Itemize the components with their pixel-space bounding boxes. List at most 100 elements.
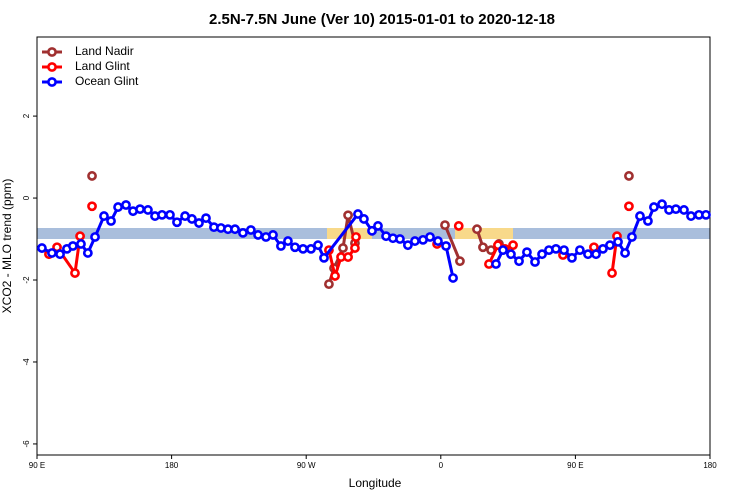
data-point	[87, 171, 97, 181]
chart-title: 2.5N-7.5N June (Ver 10) 2015-01-01 to 20…	[209, 11, 555, 28]
data-point	[657, 199, 667, 210]
data-point	[613, 237, 623, 247]
data-point	[441, 241, 451, 251]
data-point	[350, 243, 360, 253]
data-point	[75, 231, 85, 242]
data-point	[238, 227, 248, 238]
data-point	[90, 232, 100, 242]
data-point	[395, 234, 405, 244]
data-point	[76, 239, 86, 249]
y-tick-label: 2	[22, 113, 31, 118]
data-point	[514, 256, 524, 267]
data-point	[82, 248, 93, 258]
data-point	[624, 171, 634, 181]
data-point	[67, 241, 78, 251]
data-point	[283, 236, 293, 246]
data-point	[453, 221, 464, 231]
data-point	[433, 236, 443, 246]
data-point	[679, 205, 689, 215]
plot-frame	[36, 36, 711, 456]
data-point	[472, 224, 482, 235]
data-point	[343, 252, 353, 262]
data-point	[157, 209, 167, 220]
data-point	[410, 236, 420, 246]
data-point	[506, 249, 516, 260]
data-point	[201, 213, 211, 224]
data-point	[567, 252, 577, 263]
x-tick-label: 180	[165, 461, 179, 470]
data-point	[276, 241, 286, 251]
data-point	[508, 240, 518, 251]
data-point	[486, 245, 496, 255]
y-tick-label: -6	[22, 440, 31, 448]
legend-label: Ocean Glint	[75, 74, 139, 88]
data-point	[425, 232, 435, 242]
data-point	[187, 214, 197, 224]
data-point	[290, 242, 300, 253]
data-point	[99, 211, 109, 221]
data-point	[324, 279, 334, 290]
legend-label: Land Nadir	[75, 44, 134, 58]
data-point	[627, 232, 637, 242]
land-patch	[455, 228, 513, 239]
data-point	[194, 218, 204, 228]
data-point	[701, 209, 711, 220]
data-point	[478, 242, 488, 253]
data-point	[643, 216, 653, 226]
y-tick-label: -2	[22, 276, 31, 284]
data-point	[367, 225, 377, 236]
x-axis-label: Longitude	[349, 476, 402, 490]
data-point	[230, 224, 240, 235]
data-point	[448, 273, 458, 283]
y-tick-label: -4	[22, 358, 31, 366]
data-point	[143, 205, 153, 215]
data-point	[574, 245, 585, 255]
data-point	[620, 248, 630, 258]
data-point	[351, 232, 361, 242]
data-point	[172, 217, 182, 228]
data-point	[330, 271, 340, 281]
data-point	[319, 252, 329, 263]
data-point	[306, 243, 316, 254]
data-point	[87, 201, 97, 212]
data-point	[165, 209, 175, 220]
data-point	[605, 240, 615, 251]
x-tick-label: 90 W	[297, 461, 316, 470]
data-point	[635, 211, 645, 221]
x-tick-label: 180	[703, 461, 717, 470]
data-point	[455, 256, 465, 267]
data-point	[583, 249, 593, 260]
data-point	[591, 249, 601, 260]
data-point	[47, 248, 57, 258]
data-point	[551, 243, 561, 254]
data-point	[440, 220, 450, 230]
data-point	[253, 230, 263, 240]
data-point	[607, 268, 617, 278]
data-point	[55, 249, 65, 260]
data-point	[343, 210, 353, 221]
data-point	[106, 216, 116, 226]
data-point	[353, 209, 363, 219]
data-point	[530, 257, 540, 267]
data-point	[268, 230, 278, 240]
data-point	[298, 243, 308, 254]
y-axis-label: XCO2 - MLO trend (ppm)	[0, 179, 14, 314]
data-point	[402, 240, 413, 251]
data-point	[121, 200, 131, 210]
data-point	[671, 204, 681, 215]
legend-marker	[47, 77, 57, 87]
x-tick-label: 90 E	[567, 461, 583, 470]
data-point	[113, 202, 123, 212]
land-patch	[327, 228, 372, 239]
data-point	[313, 240, 323, 251]
x-tick-label: 90 E	[29, 461, 45, 470]
data-point	[70, 268, 80, 278]
data-point	[373, 221, 383, 231]
data-point	[598, 243, 608, 254]
data-point	[522, 247, 532, 258]
data-point	[537, 249, 547, 260]
y-tick-label: 0	[22, 195, 31, 200]
data-point	[359, 214, 369, 224]
